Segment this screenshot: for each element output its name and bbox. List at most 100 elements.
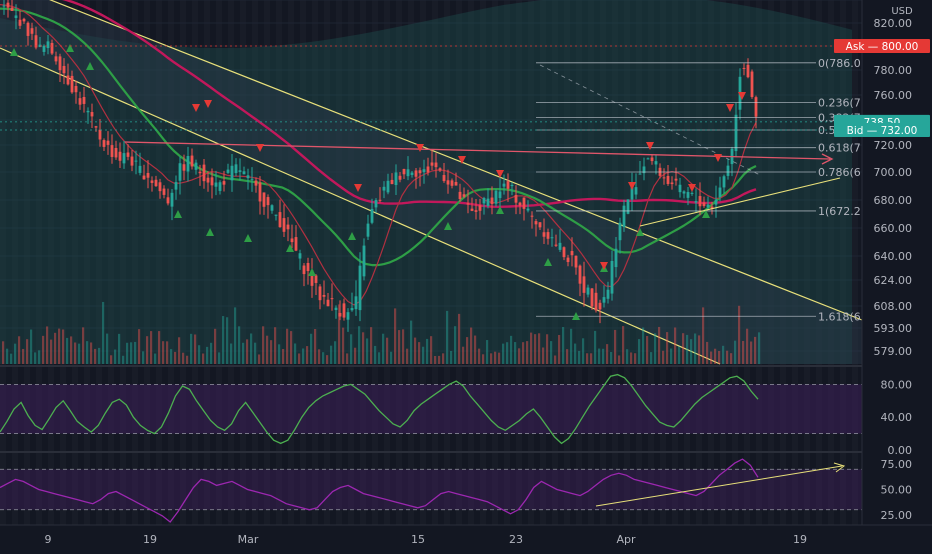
volume-bar <box>630 352 633 364</box>
volume-bar <box>358 326 361 364</box>
volume-bar <box>746 328 749 364</box>
candle-body <box>310 270 314 286</box>
candle-body <box>746 64 750 78</box>
candle-body <box>594 292 598 311</box>
volume-bar <box>58 328 61 364</box>
volume-bar <box>214 328 217 364</box>
candle-body <box>154 179 158 187</box>
candle-body <box>638 173 642 175</box>
candle-body <box>458 191 462 200</box>
candle-body <box>202 164 206 182</box>
volume-bar <box>482 354 485 364</box>
volume-bar <box>594 330 597 364</box>
candle-body <box>630 184 634 200</box>
volume-bar <box>154 353 157 364</box>
sell-signal-icon <box>496 170 504 178</box>
candle-body <box>262 192 266 207</box>
volume-bar <box>406 348 409 364</box>
candle-body <box>750 71 754 97</box>
volume-bar <box>362 332 365 364</box>
volume-bar <box>450 350 453 364</box>
buy-signal-icon <box>174 210 182 218</box>
volume-bar <box>662 350 665 364</box>
price-tick-label: 700.00 <box>874 166 913 179</box>
volume-bar <box>702 307 705 364</box>
volume-bar <box>90 342 93 364</box>
volume-bar <box>554 355 557 364</box>
volume-bar <box>558 334 561 364</box>
volume-bar <box>478 348 481 364</box>
candle-body <box>286 224 290 230</box>
candle-body <box>686 192 690 198</box>
candle-body <box>642 166 646 174</box>
candle-body <box>410 172 414 175</box>
candle-body <box>606 289 610 299</box>
volume-bar <box>186 355 189 364</box>
candle-body <box>174 182 178 190</box>
candle-body <box>90 112 94 117</box>
volume-bar <box>690 339 693 364</box>
candle-body <box>66 75 70 85</box>
volume-bar <box>582 338 585 364</box>
volume-bar <box>538 333 541 364</box>
ma-fast-green <box>0 7 757 267</box>
buy-signal-icon <box>348 232 356 240</box>
volume-bar <box>130 342 133 364</box>
sell-signal-icon <box>354 184 362 192</box>
candle-body <box>282 218 286 232</box>
envelope-cloud <box>0 0 852 364</box>
volume-bar <box>278 344 281 364</box>
buy-signal-icon <box>244 234 252 242</box>
candle-body <box>466 203 470 205</box>
volume-bar <box>290 331 293 364</box>
volume-bar <box>210 342 213 364</box>
oscillator-2-trendline <box>595 465 843 507</box>
price-tick-label: 640.00 <box>874 250 913 263</box>
candle-body <box>602 297 606 303</box>
volume-bar <box>546 334 549 364</box>
candle-body <box>138 165 142 173</box>
volume-bar <box>426 338 429 364</box>
candle-body <box>566 257 570 263</box>
candle-body <box>626 199 630 214</box>
volume-bar <box>366 338 369 364</box>
candle-body <box>698 196 702 207</box>
volume-bar <box>70 336 73 364</box>
candle-body <box>238 170 242 172</box>
candle-body <box>386 180 390 193</box>
volume-bar <box>654 333 657 364</box>
candle-body <box>430 162 434 166</box>
volume-bar <box>606 344 609 364</box>
volume-bar <box>106 333 109 364</box>
buy-signal-icon <box>10 48 18 56</box>
candle-body <box>706 204 710 208</box>
candle-body <box>702 202 706 207</box>
candle-body <box>514 194 518 203</box>
candle-body <box>690 192 694 194</box>
volume-bar <box>302 348 305 364</box>
volume-bar <box>430 336 433 364</box>
candle-body <box>6 2 10 8</box>
volume-bar <box>494 351 497 364</box>
fib-level-label: 0.5 <box>818 124 836 137</box>
column-band <box>852 0 858 525</box>
candle-body <box>490 197 494 204</box>
candle-body <box>454 181 458 186</box>
time-tick-label: 23 <box>509 533 523 546</box>
candle-body <box>18 19 22 26</box>
volume-bar <box>518 348 521 364</box>
candle-body <box>250 178 254 180</box>
price-tick-label: 820.00 <box>874 17 913 30</box>
volume-bar <box>502 343 505 364</box>
oscillator-2-tick-label: 75.00 <box>881 458 913 471</box>
volume-bar <box>198 345 201 364</box>
volume-bar <box>274 327 277 364</box>
resistance-trendline <box>124 141 831 160</box>
volume-bar <box>42 335 45 364</box>
sell-signal-icon <box>726 104 734 112</box>
volume-bar <box>730 353 733 364</box>
resistance-arrowhead <box>821 153 834 165</box>
volume-bar <box>266 335 269 364</box>
